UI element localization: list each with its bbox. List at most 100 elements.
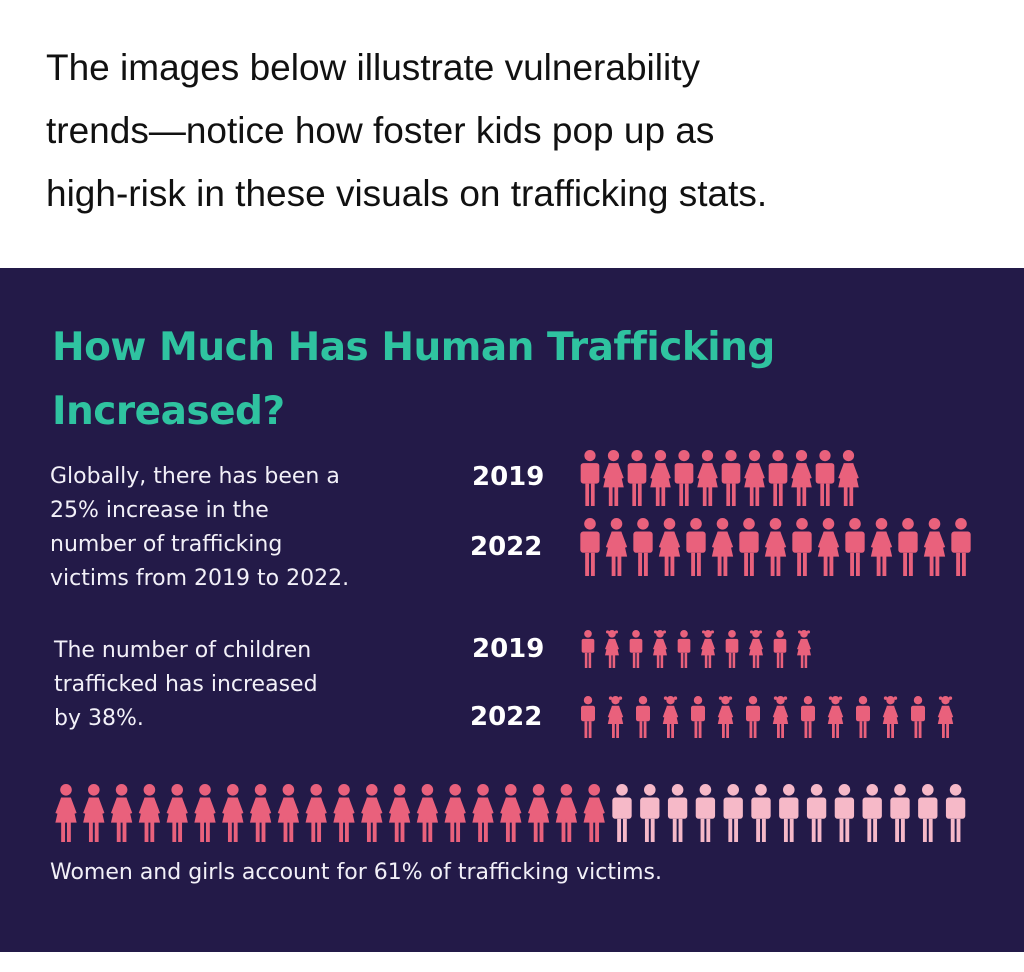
bow — [618, 696, 623, 700]
bow — [662, 630, 667, 634]
head — [748, 696, 758, 705]
bow — [605, 630, 610, 634]
arms — [444, 797, 466, 814]
head — [886, 696, 895, 705]
leg — [836, 721, 839, 738]
intro-line: high-risk in these visuals on traffickin… — [46, 173, 768, 214]
leg — [632, 652, 636, 668]
body — [612, 797, 632, 819]
head — [449, 784, 462, 796]
leg — [749, 552, 754, 576]
person-icon — [723, 784, 743, 842]
person-icon — [333, 784, 355, 842]
leg — [804, 652, 808, 668]
leg — [679, 483, 684, 506]
person-icon — [768, 450, 788, 506]
body — [801, 705, 815, 722]
leg — [726, 721, 729, 738]
leg — [961, 552, 966, 576]
text-line: The number of children — [54, 638, 312, 663]
leg — [850, 552, 855, 576]
head — [822, 518, 835, 530]
leg — [845, 818, 850, 842]
head — [727, 784, 739, 796]
arms — [711, 531, 734, 548]
leg — [929, 552, 934, 576]
child-icon — [662, 696, 679, 738]
person-icon — [845, 518, 865, 576]
body — [627, 463, 647, 484]
bow — [893, 696, 898, 700]
leg — [643, 721, 647, 738]
leg — [744, 552, 749, 576]
head — [699, 784, 712, 796]
leg — [797, 552, 802, 576]
arms — [166, 797, 188, 814]
bow — [653, 630, 658, 634]
arms — [138, 797, 161, 814]
head — [227, 784, 239, 796]
leg — [811, 818, 816, 842]
child-icon — [772, 696, 789, 738]
leg — [922, 818, 927, 842]
person-icon — [249, 784, 272, 842]
head — [115, 784, 128, 796]
leg — [483, 818, 488, 842]
body — [695, 797, 716, 819]
person-icon — [815, 450, 835, 506]
person-icon — [416, 784, 439, 842]
leg — [946, 721, 949, 738]
child-icon — [581, 630, 595, 668]
leg — [450, 818, 455, 842]
leg — [918, 721, 922, 738]
leg — [876, 552, 881, 576]
head — [922, 784, 934, 796]
leg — [150, 818, 155, 842]
bow — [828, 696, 833, 700]
leg — [394, 818, 399, 842]
arms — [658, 531, 681, 548]
head — [366, 784, 378, 796]
text-line: trafficked has increased — [54, 672, 318, 697]
child-icon — [701, 630, 715, 668]
head — [748, 450, 761, 462]
head — [704, 630, 712, 638]
leg — [588, 721, 592, 738]
head — [282, 784, 295, 796]
leg — [617, 818, 622, 842]
bow — [710, 630, 715, 634]
person-icon — [686, 518, 706, 576]
child-icon — [797, 630, 811, 668]
head — [716, 518, 729, 530]
leg — [311, 818, 316, 842]
head — [800, 630, 808, 638]
leg — [752, 652, 756, 668]
leg — [608, 483, 613, 506]
leg — [561, 818, 566, 842]
arms — [662, 705, 679, 718]
body — [581, 638, 595, 653]
leg — [726, 483, 731, 506]
head — [611, 696, 620, 705]
head — [584, 450, 596, 462]
head — [588, 784, 600, 796]
arms — [388, 797, 411, 814]
head — [656, 630, 664, 638]
person-icon — [744, 450, 765, 506]
person-icon — [166, 784, 188, 842]
leg — [722, 721, 725, 738]
leg — [843, 483, 848, 506]
arms — [827, 705, 844, 718]
body — [815, 463, 835, 484]
person-icon — [890, 784, 910, 842]
person-icon — [277, 784, 300, 842]
leg — [636, 652, 640, 668]
leg — [428, 818, 433, 842]
body — [898, 531, 918, 553]
arms — [882, 705, 899, 718]
head — [831, 696, 840, 705]
bow — [883, 696, 888, 700]
leg — [289, 818, 294, 842]
arms — [870, 531, 893, 548]
person-icon — [472, 784, 494, 842]
